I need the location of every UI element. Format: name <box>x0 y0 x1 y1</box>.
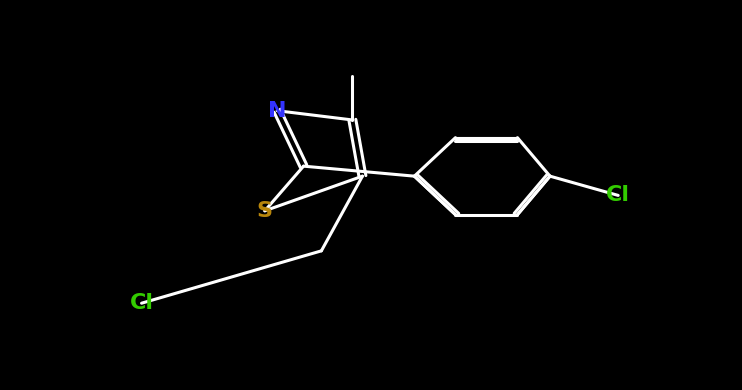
Text: Cl: Cl <box>606 185 630 206</box>
Text: S: S <box>257 201 273 221</box>
Text: N: N <box>268 101 286 121</box>
Text: Cl: Cl <box>130 293 154 313</box>
